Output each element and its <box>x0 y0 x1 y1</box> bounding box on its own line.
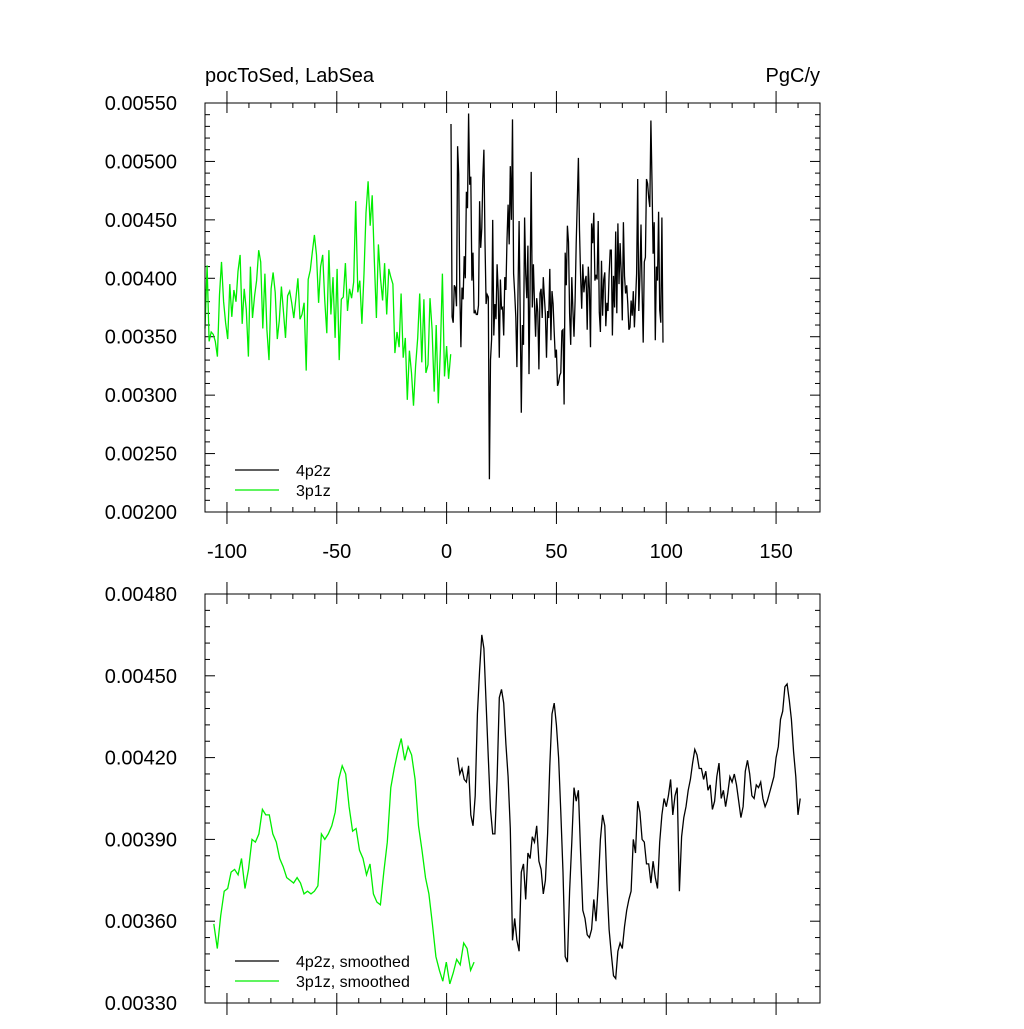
series-line-3p1z <box>204 181 452 406</box>
legend-label-4p2z-smoothed: 4p2z, smoothed <box>296 954 410 971</box>
top-x-tick-label: 0 <box>441 541 452 563</box>
units-label: PgC/y <box>766 65 820 87</box>
bottom-y-tick-label: 0.00360 <box>105 911 177 933</box>
top-panel-x-tick-labels: -100 -50 0 50 100 150 <box>207 541 793 563</box>
top-y-tick-label: 0.00300 <box>105 385 177 407</box>
bottom-panel-ticks <box>204 582 821 1015</box>
legend-label-3p1z: 3p1z <box>296 483 331 500</box>
legend-label-3p1z-smoothed: 3p1z, smoothed <box>296 974 410 991</box>
top-y-tick-label: 0.00200 <box>105 502 177 524</box>
chart-title: pocToSed, LabSea <box>205 65 375 87</box>
top-x-tick-label: 150 <box>759 541 792 563</box>
bottom-y-tick-label: 0.00420 <box>105 748 177 770</box>
bottom-panel: 0.00330 0.00360 0.00390 0.00420 0.00450 0.004… <box>105 582 821 1015</box>
bottom-y-tick-label: 0.00390 <box>105 829 177 851</box>
top-panel-series <box>204 113 664 480</box>
top-panel-ticks <box>204 91 821 524</box>
top-y-tick-label: 0.00400 <box>105 268 177 290</box>
series-line-4p2z-smoothed <box>456 634 801 981</box>
bottom-panel-y-tick-labels: 0.00330 0.00360 0.00390 0.00420 0.00450 0.004… <box>105 584 177 1015</box>
top-x-tick-label: 50 <box>545 541 567 563</box>
bottom-panel-series <box>213 634 801 985</box>
top-legend: 4p2z 3p1z <box>235 463 331 500</box>
top-y-tick-label: 0.00350 <box>105 327 177 349</box>
series-line-4p2z <box>450 113 664 480</box>
top-x-tick-label: -100 <box>207 541 247 563</box>
top-y-tick-label: 0.00500 <box>105 151 177 173</box>
top-panel-frame <box>204 102 821 513</box>
top-x-tick-label: -50 <box>322 541 351 563</box>
bottom-y-tick-label: 0.00480 <box>105 584 177 606</box>
top-x-tick-label: 100 <box>650 541 683 563</box>
legend-label-4p2z: 4p2z <box>296 463 331 480</box>
bottom-panel-frame <box>204 593 821 1004</box>
top-panel: pocToSed, LabSea PgC/y 0.002000.002500.0… <box>105 65 821 563</box>
top-panel-y-tick-labels: 0.00200 0.00250 0.00300 0.00350 0.00400 0.004… <box>105 93 177 524</box>
series-line-3p1z-smoothed <box>213 738 475 985</box>
bottom-y-tick-label: 0.00330 <box>105 993 177 1015</box>
top-y-tick-label: 0.00550 <box>105 93 177 115</box>
bottom-y-tick-label: 0.00450 <box>105 666 177 688</box>
bottom-legend: 4p2z, smoothed 3p1z, smoothed <box>235 954 410 991</box>
top-y-tick-label: 0.00250 <box>105 444 177 466</box>
top-y-tick-label: 0.00450 <box>105 210 177 232</box>
